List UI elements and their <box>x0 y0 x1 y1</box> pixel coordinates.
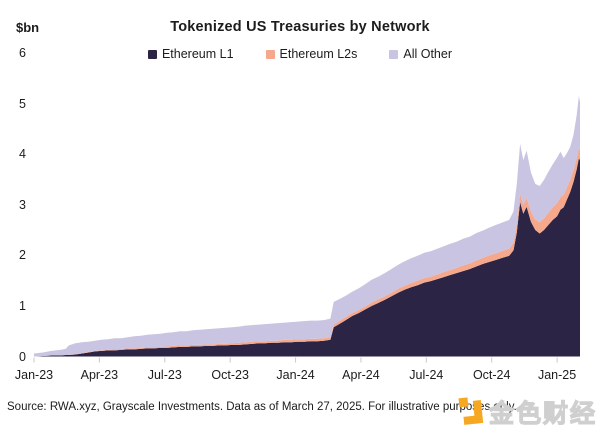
y-axis-label-5: 5 <box>19 96 26 111</box>
legend-item-ethereum-l2s: Ethereum L2s <box>265 47 358 61</box>
y-axis-label-2: 2 <box>19 248 26 263</box>
area-ethereum-l1 <box>34 158 580 357</box>
watermark-text: 金色财经 <box>488 399 597 428</box>
legend: Ethereum L1 Ethereum L2s All Other <box>0 47 600 61</box>
legend-label-ethereum-l2s: Ethereum L2s <box>279 47 358 61</box>
legend-swatch-ethereum-l1 <box>147 49 157 59</box>
y-axis-label-6: 6 <box>19 45 26 60</box>
source-note: Source: RWA.xyz, Grayscale Investments. … <box>7 401 517 413</box>
y-axis-units-label: $bn <box>16 20 40 35</box>
y-axis-label-4: 4 <box>19 147 26 162</box>
y-axis-label-0: 0 <box>19 349 26 364</box>
legend-item-ethereum-l1: Ethereum L1 <box>147 47 234 61</box>
chart-title: Tokenized US Treasuries by Network <box>170 19 430 35</box>
legend-item-all-other: All Other <box>389 47 452 61</box>
legend-label-all-other: All Other <box>403 47 453 61</box>
legend-label-ethereum-l1: Ethereum L1 <box>161 47 234 61</box>
legend-swatch-all-other <box>389 49 399 59</box>
legend-swatch-ethereum-l2s <box>265 49 275 59</box>
y-axis-label-1: 1 <box>19 298 26 313</box>
y-axis-label-3: 3 <box>19 197 26 212</box>
y-axis: 0 1 2 3 4 5 6 <box>0 0 26 431</box>
jinse-logo-icon <box>458 397 484 425</box>
watermark-jinse-finance: 金色财经 <box>457 396 597 429</box>
